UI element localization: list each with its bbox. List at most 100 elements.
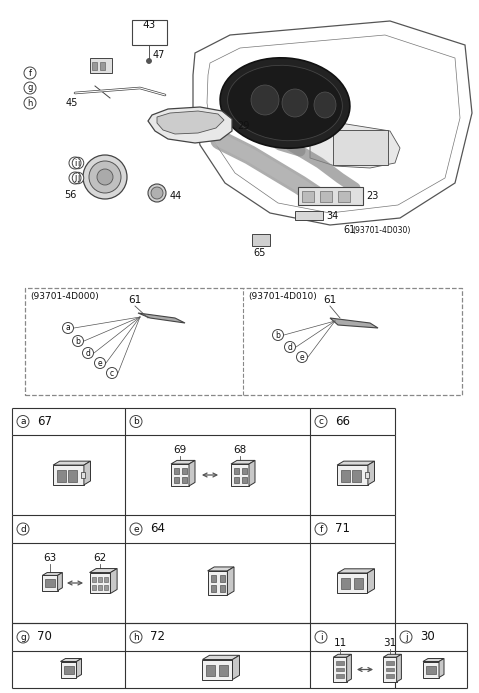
Bar (242, 477, 247, 483)
Text: 61: 61 (343, 225, 355, 235)
Bar (386, 674, 394, 678)
Polygon shape (203, 656, 240, 660)
Bar (90, 58, 112, 73)
Polygon shape (84, 461, 91, 485)
Circle shape (97, 169, 113, 185)
Polygon shape (310, 123, 400, 168)
Ellipse shape (251, 85, 279, 115)
Polygon shape (337, 461, 375, 465)
Text: i: i (77, 159, 79, 168)
Text: i: i (319, 633, 322, 642)
Bar (57, 469, 66, 482)
Bar (104, 585, 108, 590)
Bar (242, 468, 247, 474)
Bar (104, 577, 108, 582)
Text: c: c (110, 369, 114, 378)
Text: 61: 61 (128, 295, 142, 305)
Bar (386, 661, 394, 665)
Text: 23: 23 (366, 191, 378, 201)
Text: 47: 47 (153, 50, 165, 60)
Text: j: j (77, 173, 79, 182)
Bar (68, 469, 77, 482)
Polygon shape (77, 658, 81, 678)
Text: 62: 62 (93, 553, 107, 563)
Polygon shape (171, 464, 189, 486)
Text: 45: 45 (66, 98, 78, 108)
Bar (298, 187, 363, 205)
Polygon shape (138, 313, 185, 323)
Text: b: b (76, 337, 80, 346)
Polygon shape (53, 465, 84, 485)
Bar (211, 585, 217, 592)
Polygon shape (347, 654, 352, 682)
Polygon shape (207, 571, 228, 595)
Text: 71: 71 (335, 523, 350, 536)
Polygon shape (337, 465, 368, 485)
Bar (220, 575, 225, 582)
Text: c: c (319, 417, 323, 426)
Polygon shape (171, 460, 195, 464)
Text: 31: 31 (383, 638, 397, 647)
Bar (98, 585, 102, 590)
Polygon shape (148, 107, 232, 143)
Polygon shape (57, 572, 62, 590)
Text: i: i (74, 159, 76, 168)
Bar (182, 468, 187, 474)
Bar (338, 191, 350, 202)
Text: h: h (27, 98, 33, 107)
Text: f: f (319, 525, 323, 534)
Polygon shape (90, 568, 117, 572)
Ellipse shape (314, 92, 336, 118)
Bar (234, 468, 239, 474)
Text: e: e (300, 353, 304, 362)
Text: 29: 29 (237, 121, 250, 131)
Polygon shape (203, 660, 232, 680)
Polygon shape (60, 662, 77, 678)
Polygon shape (60, 658, 81, 662)
Bar (219, 665, 228, 676)
Polygon shape (157, 111, 224, 134)
Bar (182, 477, 187, 483)
Circle shape (147, 58, 151, 64)
Text: g: g (27, 83, 33, 92)
Polygon shape (423, 662, 439, 678)
Circle shape (83, 155, 127, 199)
Text: 56: 56 (64, 190, 76, 200)
Text: e: e (98, 358, 103, 367)
Text: 64: 64 (150, 523, 165, 536)
Bar (45, 579, 55, 587)
Bar (206, 665, 216, 676)
Polygon shape (231, 460, 255, 464)
Polygon shape (383, 654, 401, 657)
Bar (336, 674, 344, 678)
Bar (354, 578, 364, 589)
Text: f: f (28, 69, 32, 78)
Bar (342, 469, 350, 482)
Bar (220, 585, 225, 592)
Polygon shape (207, 567, 234, 571)
Bar (25, 288, 462, 395)
Bar (98, 577, 102, 582)
Polygon shape (231, 464, 249, 486)
Text: 43: 43 (142, 20, 156, 30)
Text: 44: 44 (170, 191, 182, 201)
Bar (426, 665, 436, 674)
Bar (211, 575, 217, 582)
Text: h: h (133, 633, 139, 642)
Polygon shape (338, 569, 375, 573)
Text: e: e (133, 525, 139, 534)
Text: j: j (405, 633, 407, 642)
Polygon shape (338, 573, 367, 593)
Polygon shape (383, 657, 397, 682)
Bar (353, 469, 361, 482)
Bar (342, 578, 351, 589)
Text: b: b (275, 331, 280, 340)
Bar (80, 472, 85, 478)
Polygon shape (111, 568, 117, 593)
Text: (93701-4D010): (93701-4D010) (248, 292, 317, 301)
Bar (174, 468, 179, 474)
Polygon shape (368, 461, 375, 485)
Bar (92, 577, 96, 582)
Text: 72: 72 (150, 631, 165, 644)
Ellipse shape (282, 89, 308, 117)
